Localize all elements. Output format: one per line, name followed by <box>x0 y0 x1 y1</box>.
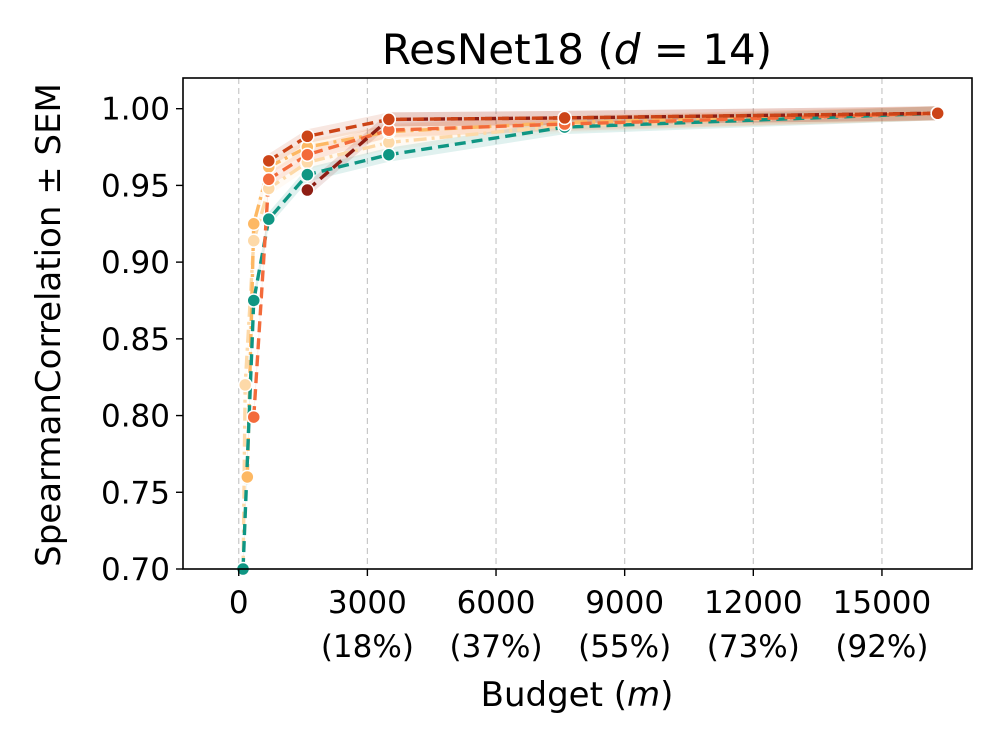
x-tick-sublabel: (18%) <box>321 629 414 665</box>
grid-lines <box>238 78 883 569</box>
y-tick-label: 0.70 <box>101 552 170 588</box>
y-tick-label: 0.90 <box>101 245 170 281</box>
y-tick-label: 0.80 <box>101 399 170 435</box>
x-axis-label: Budget (m) <box>481 675 674 715</box>
x-tick-label: 0 <box>229 585 249 621</box>
y-axis-label: SpearmanCorrelation ± SEM <box>29 83 69 567</box>
data-point <box>557 110 572 126</box>
data-point <box>261 211 277 227</box>
x-tick-sublabel: (92%) <box>835 629 928 665</box>
chart-title: ResNet18 (d = 14) <box>382 25 772 74</box>
x-tick-label: 3000 <box>328 585 407 621</box>
y-tick-label: 0.95 <box>101 168 170 204</box>
series-markers <box>235 106 945 577</box>
y-tick-label: 1.00 <box>101 92 170 128</box>
data-point <box>381 112 397 127</box>
data-point <box>300 147 315 162</box>
data-point <box>261 172 277 187</box>
data-point <box>246 233 262 248</box>
data-point <box>237 377 253 393</box>
x-tick-label: 6000 <box>457 585 536 621</box>
series-line <box>306 111 938 192</box>
x-tick-sublabel: (37%) <box>449 629 542 665</box>
y-tick-label: 0.85 <box>101 322 170 358</box>
data-point <box>930 106 945 121</box>
data-point <box>246 409 262 425</box>
x-tick-sublabel: (73%) <box>707 629 800 665</box>
x-tick-label: 15000 <box>833 585 932 621</box>
sem-band <box>268 106 938 168</box>
plot-frame <box>182 77 973 570</box>
data-point <box>240 469 255 485</box>
x-tick-label: 12000 <box>704 585 803 621</box>
series-line <box>252 111 938 418</box>
data-point <box>300 167 315 182</box>
data-point <box>261 153 277 169</box>
series-line <box>241 111 938 569</box>
x-tick-sublabel: (55%) <box>578 629 671 665</box>
data-point <box>300 129 315 144</box>
data-point <box>300 182 315 198</box>
data-point <box>246 293 262 308</box>
x-tick-label: 9000 <box>585 585 664 621</box>
data-point <box>246 216 262 232</box>
data-point <box>381 147 397 162</box>
axis-ticks: 0 3000 (18%) 6000 (37%) 9000 (55%) 12000 (73%) 15… <box>101 92 931 665</box>
y-tick-label: 0.75 <box>101 475 170 511</box>
